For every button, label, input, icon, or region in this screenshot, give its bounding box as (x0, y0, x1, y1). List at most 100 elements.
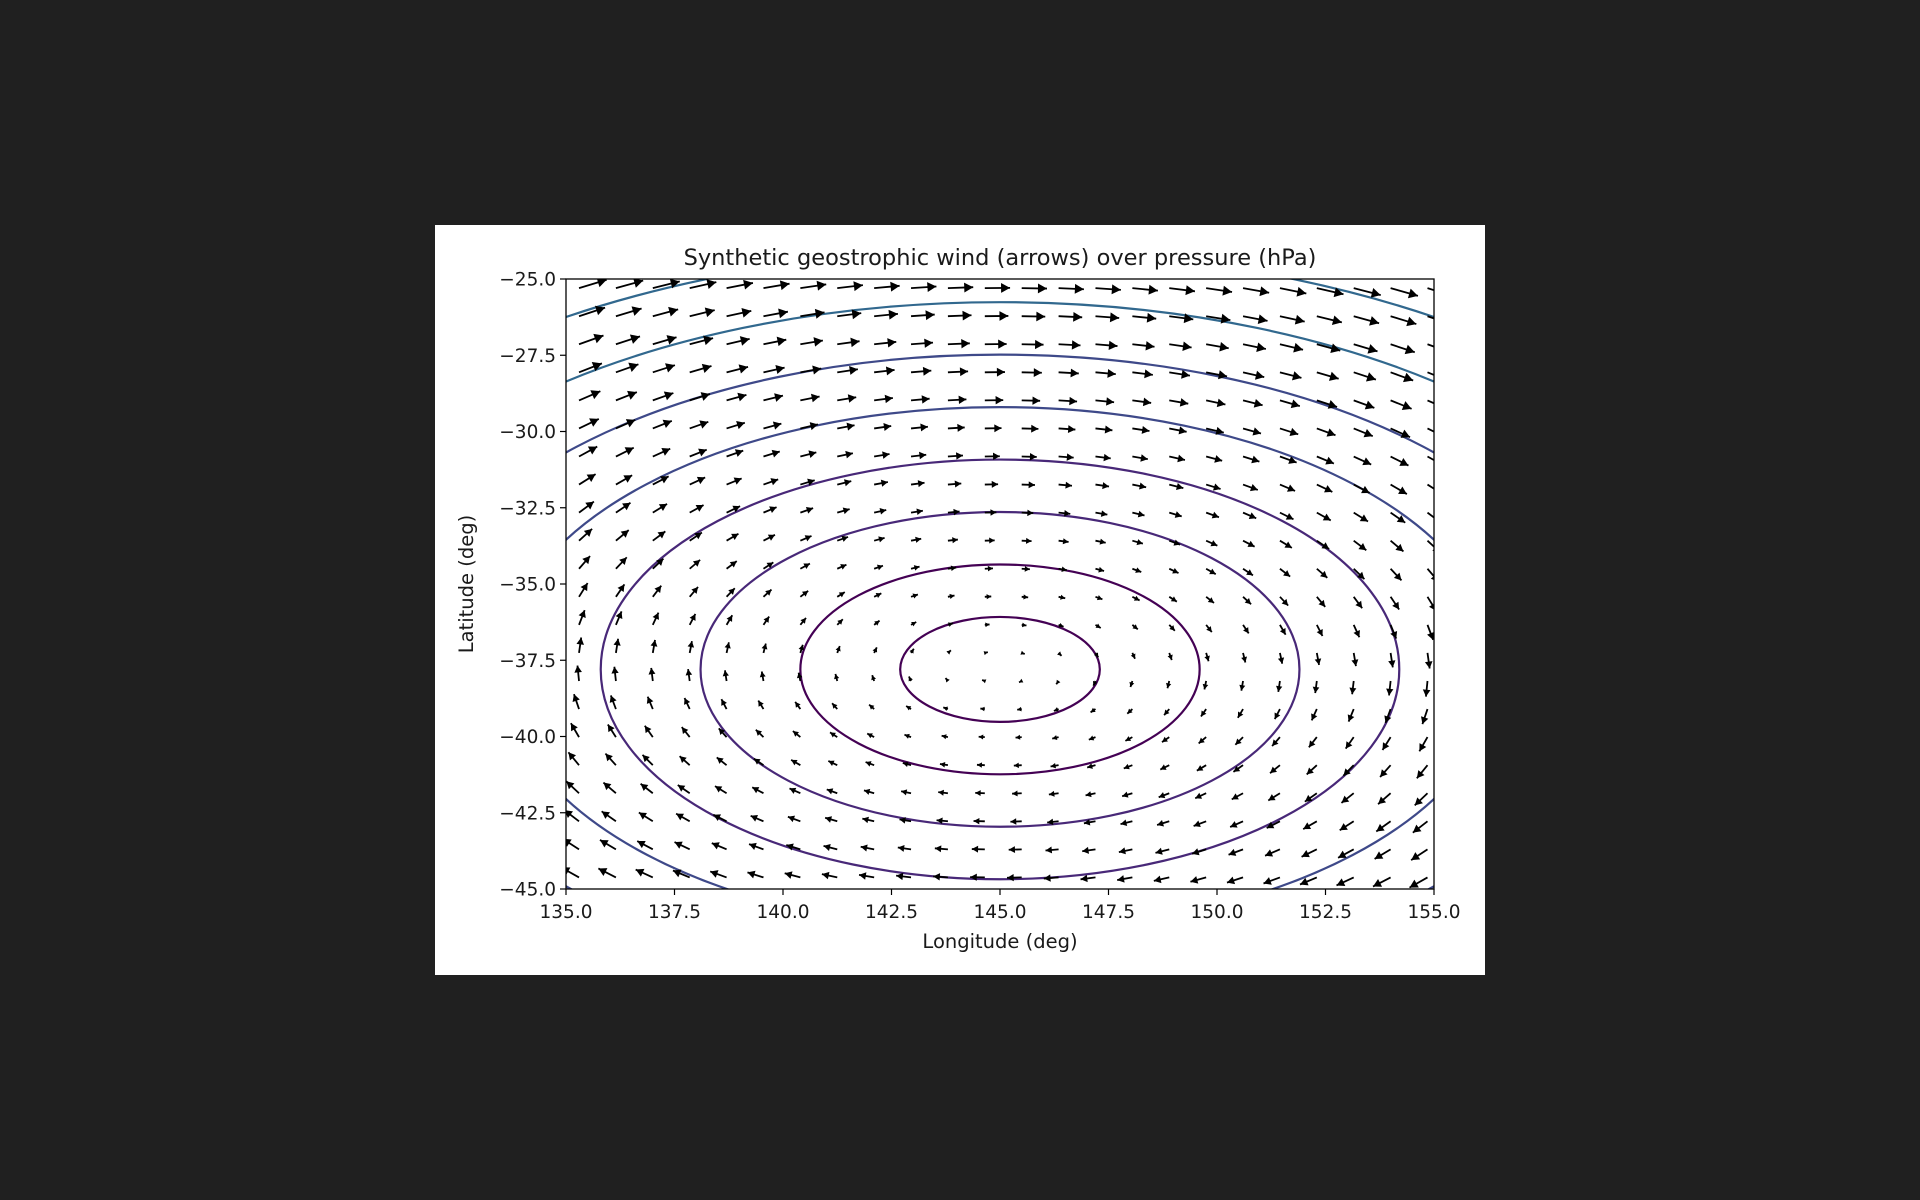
wind-arrow (1242, 342, 1267, 352)
wind-arrow (829, 731, 838, 738)
wind-arrow (1336, 876, 1355, 887)
wind-arrow (1388, 652, 1396, 668)
wind-arrow (1008, 846, 1022, 854)
chart-title: Synthetic geostrophic wind (arrows) over… (684, 245, 1317, 271)
wind-arrow (763, 478, 779, 486)
wind-arrow (1058, 566, 1068, 573)
wind-arrow (984, 509, 997, 516)
wind-arrow (941, 734, 949, 740)
wind-arrow (1130, 652, 1136, 660)
wind-arrow (1377, 792, 1392, 805)
wind-arrow (681, 726, 691, 738)
wind-arrow (1390, 455, 1409, 467)
wind-arrow (873, 451, 890, 459)
wind-arrow (709, 870, 727, 879)
wind-arrow (578, 362, 603, 374)
wind-arrow (939, 761, 949, 768)
wind-arrow (1132, 397, 1152, 407)
y-tick-label: −25.0 (499, 270, 556, 291)
wind-arrow (902, 761, 912, 768)
wind-arrow (615, 583, 626, 598)
wind-arrow (866, 732, 875, 739)
pressure-contour (435, 225, 1485, 975)
wind-arrow (800, 506, 814, 514)
wind-arrow (651, 612, 660, 626)
x-tick-label: 142.5 (865, 902, 918, 923)
wind-arrow (566, 867, 580, 879)
wind-arrow (970, 873, 985, 881)
wind-arrow (578, 418, 600, 430)
wind-arrow (936, 817, 949, 824)
wind-arrow (1169, 369, 1191, 379)
wind-arrow (683, 697, 691, 710)
wind-arrow (975, 790, 985, 797)
wind-arrow (747, 870, 764, 879)
wind-arrow (599, 839, 617, 851)
wind-arrow (1390, 343, 1416, 355)
wind-arrow (689, 392, 711, 402)
wind-arrow (984, 424, 1002, 433)
x-axis-label: Longitude (deg) (922, 930, 1077, 953)
wind-arrow (874, 309, 899, 320)
wind-arrow (1352, 624, 1361, 638)
wind-arrow (1167, 652, 1173, 661)
x-tick-label: 155.0 (1408, 902, 1461, 923)
wind-arrow (652, 447, 671, 458)
pressure-contour (435, 225, 1485, 975)
wind-arrow (1047, 818, 1059, 826)
wind-arrow (1090, 707, 1096, 714)
wind-arrow (652, 279, 680, 290)
wind-arrow (1132, 425, 1150, 434)
wind-arrow (874, 281, 900, 292)
wind-arrow (1279, 596, 1289, 607)
wind-arrow (1126, 708, 1133, 715)
wind-arrow (1421, 708, 1429, 725)
wind-arrow (1279, 399, 1301, 409)
wind-arrow (1352, 596, 1363, 609)
wind-arrow (1232, 764, 1244, 773)
pressure-contour (899, 615, 1101, 723)
wind-arrow (1006, 873, 1022, 882)
wind-arrow (1390, 371, 1414, 383)
wind-arrow (1242, 596, 1252, 605)
wind-arrow (1390, 483, 1408, 495)
wind-arrow (566, 780, 580, 794)
wind-arrow (1095, 453, 1111, 462)
wind-arrow (868, 703, 875, 710)
wind-arrow (1132, 454, 1148, 462)
wind-arrow (1242, 568, 1254, 577)
wind-arrow (1427, 399, 1434, 405)
wind-arrow (726, 307, 752, 318)
wind-arrow (1194, 792, 1207, 800)
wind-arrow (787, 815, 801, 823)
wind-arrow (837, 450, 854, 459)
wind-arrow (720, 698, 728, 710)
wind-arrow (837, 365, 859, 375)
wind-arrow (799, 617, 807, 626)
wind-arrow (1093, 652, 1100, 658)
wind-arrow (947, 452, 964, 460)
wind-arrow (1166, 680, 1172, 689)
wind-arrow (1095, 623, 1102, 629)
wind-arrow (688, 613, 697, 626)
wind-arrow (1058, 622, 1064, 628)
wind-arrow (1021, 622, 1027, 628)
wind-arrow (1021, 566, 1030, 572)
wind-arrow (1205, 483, 1221, 491)
wind-arrow (872, 646, 878, 654)
wind-arrow (1427, 287, 1434, 292)
wind-arrow (1316, 624, 1324, 637)
wind-arrow (1129, 680, 1135, 688)
pressure-contour (435, 225, 1485, 975)
wind-arrow (800, 422, 819, 431)
wind-arrow (762, 561, 774, 570)
wind-arrow (1242, 370, 1265, 380)
wind-arrow (652, 391, 674, 402)
wind-arrow (1095, 312, 1120, 323)
wind-arrow (689, 476, 706, 486)
wind-arrow (1045, 846, 1059, 854)
wind-arrow (1427, 371, 1434, 376)
wind-arrow (1279, 455, 1297, 464)
wind-arrow (753, 757, 764, 766)
wind-arrow (1279, 286, 1307, 297)
